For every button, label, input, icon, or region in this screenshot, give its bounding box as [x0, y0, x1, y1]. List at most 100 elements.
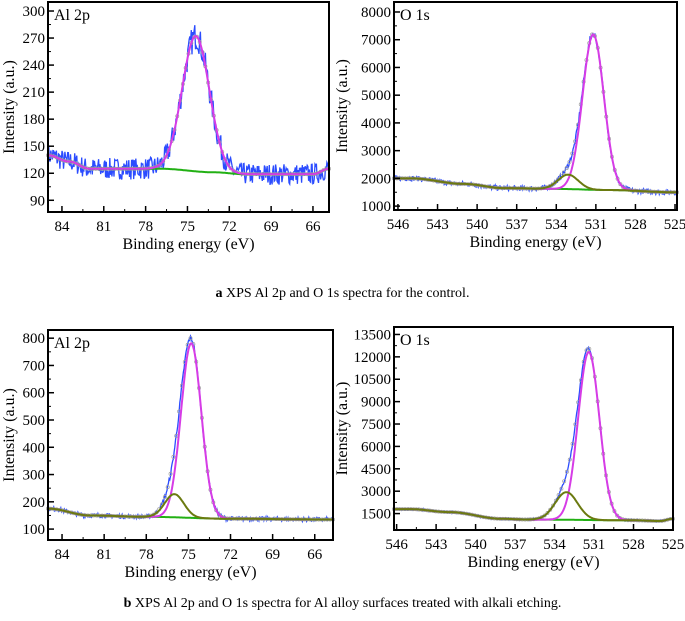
panel-label: O 1s [400, 332, 430, 349]
envelope-point [561, 170, 566, 175]
y-axis-label: Intensity (a.u.) [334, 382, 351, 476]
x-tick-label: 72 [223, 547, 238, 563]
x-tick-label: 69 [265, 547, 280, 563]
envelope-point [559, 486, 564, 491]
y-tick-label: 4500 [361, 462, 391, 478]
panel-label: Al 2p [54, 335, 90, 352]
y-tick-label: 200 [23, 495, 46, 511]
y-tick-label: 270 [23, 31, 46, 47]
raw-data-line [47, 25, 330, 187]
x-tick-label: 69 [264, 219, 279, 235]
main-component-line [394, 33, 677, 194]
envelope-point [587, 346, 592, 351]
x-tick-label: 66 [307, 547, 323, 563]
x-axis-label: Binding energy (eV) [467, 554, 599, 571]
y-tick-label: 9000 [361, 395, 391, 411]
plot-frame [393, 1, 678, 211]
y-tick-label: 13500 [354, 327, 392, 343]
raw-data-line [393, 345, 674, 523]
x-tick-label: 543 [426, 217, 449, 233]
y-tick-label: 90 [30, 193, 45, 209]
caption-a: a XPS Al 2p and O 1s spectra for the con… [215, 286, 470, 301]
y-axis-label: Intensity (a.u.) [1, 388, 18, 482]
x-tick-label: 66 [305, 219, 321, 235]
y-tick-label: 210 [23, 85, 46, 101]
x-tick-label: 537 [505, 217, 528, 233]
envelope-point [564, 165, 569, 170]
panel-label: Al 2p [54, 7, 90, 24]
y-tick-label: 5000 [361, 88, 391, 104]
y-tick-label: 300 [23, 4, 46, 20]
envelope-point [545, 511, 550, 515]
x-tick-label: 543 [425, 537, 448, 553]
y-tick-label: 240 [23, 58, 46, 74]
y-tick-label: 800 [23, 331, 46, 347]
x-tick-label: 537 [504, 537, 527, 553]
x-tick-label: 531 [585, 217, 608, 233]
x-tick-label: 546 [387, 217, 410, 233]
x-tick-label: 84 [55, 547, 71, 563]
plot-frame [393, 326, 674, 531]
caption-b: b XPS Al 2p and O 1s spectra for Al allo… [123, 596, 562, 611]
x-tick-label: 525 [662, 537, 685, 553]
x-tick-label: 540 [464, 537, 487, 553]
envelope-point [570, 151, 575, 156]
plot-frame [47, 1, 330, 213]
x-axis-label: Binding energy (eV) [122, 236, 254, 253]
x-tick-label: 84 [54, 219, 70, 235]
y-tick-label: 120 [23, 166, 46, 182]
y-tick-label: 2000 [361, 171, 391, 187]
envelope-point [188, 336, 193, 341]
y-tick-label: 3000 [361, 144, 391, 160]
panel-0: 84 81 78 75 72 69 66 90 120 150 180 210 240 270 300 Al … [1, 1, 331, 253]
x-axis-label: Binding energy (eV) [469, 234, 601, 251]
y-tick-label: 1500 [361, 507, 391, 523]
y-tick-label: 3000 [361, 484, 391, 500]
y-tick-label: 10500 [354, 372, 392, 388]
x-tick-label: 528 [624, 217, 647, 233]
envelope-point [171, 454, 176, 459]
plot-frame [47, 329, 334, 541]
x-tick-label: 528 [622, 537, 645, 553]
panel-3: 546 543 540 537 534 531 528 525 1500 3000 4500 6000… [334, 326, 685, 571]
y-tick-label: 7000 [361, 33, 391, 49]
x-tick-label: 531 [583, 537, 606, 553]
y-tick-label: 150 [23, 139, 46, 155]
main-component-line [48, 35, 330, 176]
envelope-point [565, 469, 569, 474]
x-tick-label: 81 [97, 547, 112, 563]
y-tick-label: 700 [23, 358, 46, 374]
x-tick-label: 72 [222, 219, 237, 235]
y-tick-label: 600 [23, 386, 46, 402]
y-tick-label: 7500 [361, 417, 391, 433]
raw-data-line [47, 334, 334, 524]
x-tick-label: 75 [181, 547, 196, 563]
y-axis-label: Intensity (a.u.) [1, 60, 18, 154]
main-component-line [48, 342, 333, 521]
panel-1: 546 543 540 537 534 531 528 525 1000 2000 3000 4000… [334, 1, 685, 251]
envelope-point [567, 159, 572, 164]
raw-data-line [393, 32, 678, 197]
x-tick-label: 540 [466, 217, 489, 233]
panel-2: 84 81 78 75 72 69 66 100 200 300 400 500 600 700 800 Al… [1, 329, 335, 581]
panel-label: O 1s [400, 7, 430, 24]
envelope-point [567, 457, 572, 462]
y-tick-label: 4000 [361, 116, 391, 132]
y-tick-label: 12000 [354, 350, 392, 366]
x-tick-label: 534 [545, 217, 568, 233]
x-axis-label: Binding energy (eV) [124, 564, 256, 581]
x-tick-label: 78 [139, 547, 154, 563]
y-tick-label: 1000 [361, 199, 391, 215]
envelope-point [165, 485, 170, 490]
x-tick-label: 81 [96, 219, 111, 235]
second-component-line [48, 493, 333, 521]
y-axis-label: Intensity (a.u.) [334, 59, 351, 153]
y-tick-label: 500 [23, 413, 46, 429]
y-tick-label: 100 [23, 522, 46, 538]
main-component-line [394, 351, 673, 522]
envelope-point [228, 166, 233, 171]
x-tick-label: 78 [138, 219, 153, 235]
x-tick-label: 75 [180, 219, 195, 235]
y-tick-label: 400 [23, 440, 46, 456]
